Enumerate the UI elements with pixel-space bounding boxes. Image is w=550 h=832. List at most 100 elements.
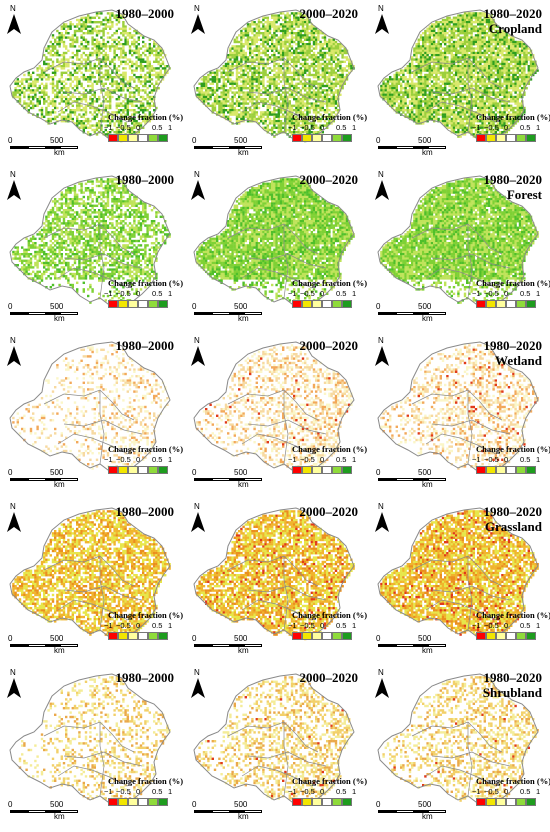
change-pixel: [266, 73, 269, 77]
change-pixel: [446, 45, 449, 48]
change-pixel: [133, 51, 136, 55]
change-pixel: [463, 40, 467, 44]
change-pixel: [111, 34, 114, 37]
change-pixel: [273, 124, 276, 127]
change-pixel: [268, 106, 272, 110]
change-pixel: [82, 87, 85, 90]
change-pixel: [308, 49, 311, 52]
change-pixel: [244, 29, 247, 33]
change-pixel: [481, 60, 484, 63]
change-pixel: [277, 16, 280, 19]
change-pixel: [479, 32, 482, 35]
change-pixel: [444, 80, 447, 83]
change-pixel: [78, 67, 81, 70]
change-pixel: [479, 12, 482, 15]
change-pixel: [211, 91, 214, 94]
change-pixel: [461, 54, 464, 57]
change-pixel: [216, 111, 219, 114]
change-pixel: [117, 56, 121, 59]
change-pixel: [117, 122, 121, 125]
change-pixel: [153, 60, 156, 63]
change-pixel: [301, 102, 305, 105]
change-pixel: [306, 62, 309, 66]
change-pixel: [348, 60, 351, 63]
change-pixel: [306, 34, 309, 37]
change-pixel: [76, 115, 79, 118]
change-pixel: [84, 45, 88, 48]
change-pixel: [106, 69, 110, 72]
change-pixel: [222, 69, 225, 72]
change-pixel: [220, 91, 223, 94]
change-pixel: [470, 38, 473, 41]
change-pixel: [516, 40, 519, 44]
change-pixel: [271, 43, 274, 46]
change-pixel: [262, 23, 265, 26]
change-pixel: [47, 62, 50, 66]
change-pixel: [483, 16, 486, 19]
change-pixel: [339, 49, 342, 52]
change-pixel: [43, 100, 46, 103]
change-pixel: [315, 87, 318, 90]
change-pixel: [297, 29, 300, 33]
change-pixel: [505, 54, 508, 57]
change-pixel: [455, 16, 458, 19]
change-pixel: [310, 95, 313, 99]
change-pixel: [268, 67, 272, 70]
change-pixel: [131, 91, 134, 94]
change-pixel: [240, 95, 243, 99]
change-pixel: [117, 89, 121, 92]
change-pixel: [437, 58, 440, 61]
change-pixel: [56, 106, 59, 110]
change-pixel: [78, 27, 81, 30]
change-pixel: [304, 56, 307, 59]
change-pixel: [424, 34, 427, 37]
change-pixel: [536, 69, 539, 72]
change-pixel: [260, 62, 263, 66]
change-pixel: [503, 65, 506, 68]
change-pixel: [282, 109, 285, 112]
change-pixel: [146, 95, 149, 99]
change-pixel: [106, 32, 110, 35]
change-pixel: [93, 16, 96, 19]
change-pixel: [98, 111, 101, 114]
change-pixel: [117, 47, 121, 50]
change-pixel: [54, 40, 57, 44]
change-pixel: [444, 56, 447, 59]
change-pixel: [238, 122, 241, 125]
change-pixel: [301, 23, 305, 26]
change-pixel: [240, 113, 243, 116]
change-pixel: [60, 36, 63, 39]
change-pixel: [67, 69, 70, 72]
change-pixel: [483, 14, 486, 17]
change-pixel: [246, 93, 250, 96]
change-pixel: [40, 115, 44, 118]
change-pixel: [339, 73, 342, 77]
change-pixel: [472, 40, 475, 44]
change-pixel: [317, 131, 320, 134]
change-pixel: [98, 58, 101, 61]
change-pixel: [84, 23, 88, 26]
change-pixel: [84, 76, 88, 79]
change-pixel: [448, 80, 451, 83]
change-pixel: [25, 102, 28, 105]
change-pixel: [244, 67, 247, 70]
change-pixel: [98, 21, 101, 24]
change-pixel: [120, 14, 123, 17]
change-pixel: [299, 73, 302, 77]
change-pixel: [337, 47, 340, 50]
change-pixel: [213, 80, 217, 83]
change-pixel: [238, 120, 241, 123]
change-pixel: [494, 43, 497, 46]
change-pixel: [439, 71, 442, 74]
change-pixel: [496, 38, 500, 41]
change-pixel: [25, 78, 28, 81]
change-pixel: [505, 67, 508, 70]
change-pixel: [297, 45, 300, 48]
change-pixel: [284, 49, 287, 52]
change-pixel: [512, 47, 515, 50]
change-pixel: [260, 115, 263, 118]
change-pixel: [76, 124, 79, 127]
change-pixel: [299, 62, 302, 66]
change-pixel: [29, 89, 33, 92]
change-pixel: [293, 120, 296, 123]
